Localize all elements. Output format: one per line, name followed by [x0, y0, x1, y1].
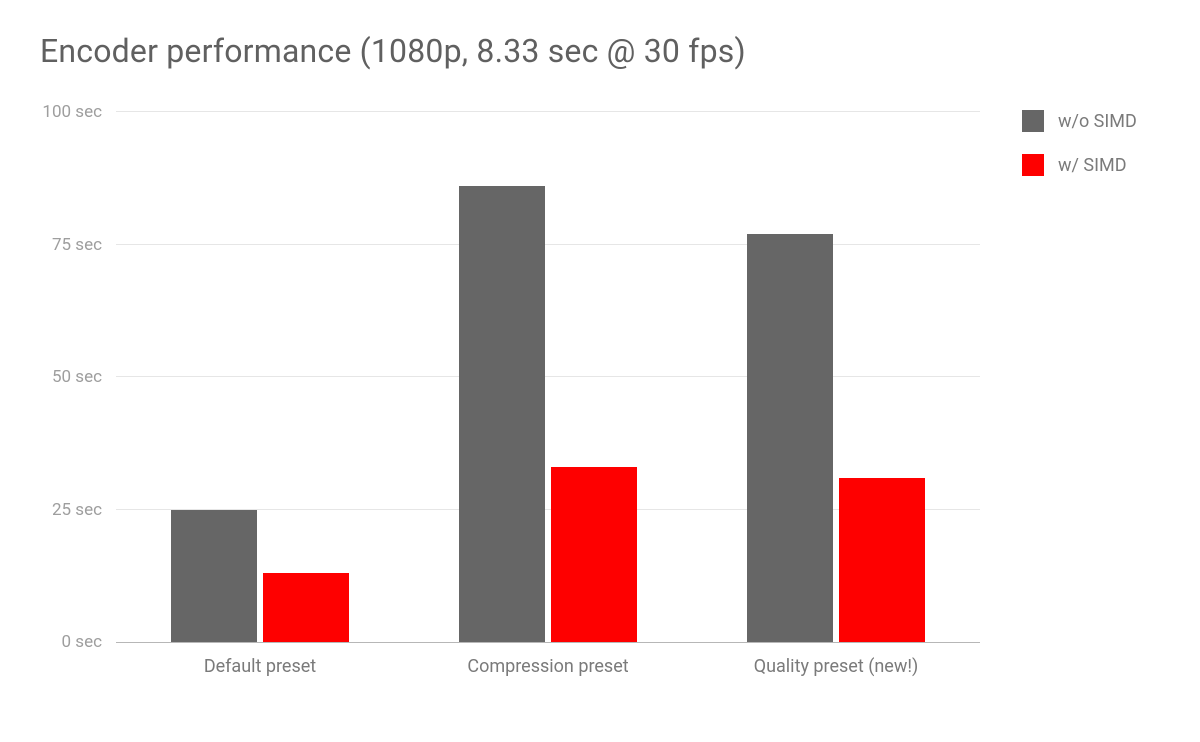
y-tick-label: 0 sec: [62, 632, 116, 652]
bar: [551, 467, 637, 642]
plot-area: 0 sec25 sec50 sec75 sec100 secDefault pr…: [116, 112, 980, 642]
legend-item: w/o SIMD: [1022, 110, 1137, 132]
bar: [839, 478, 925, 642]
y-tick-label: 50 sec: [52, 367, 116, 387]
legend-label: w/ SIMD: [1058, 155, 1127, 176]
chart-title: Encoder performance (1080p, 8.33 sec @ 3…: [40, 32, 746, 70]
bar: [459, 186, 545, 642]
legend-swatch: [1022, 154, 1044, 176]
x-tick-label: Compression preset: [467, 642, 628, 677]
x-tick-label: Default preset: [204, 642, 316, 677]
x-tick-label: Quality preset (new!): [754, 642, 919, 677]
legend-item: w/ SIMD: [1022, 154, 1137, 176]
y-tick-label: 75 sec: [52, 235, 116, 255]
legend: w/o SIMD w/ SIMD: [1022, 110, 1137, 198]
bar: [747, 234, 833, 642]
chart-container: Encoder performance (1080p, 8.33 sec @ 3…: [0, 0, 1200, 742]
y-tick-label: 100 sec: [42, 102, 116, 122]
category-group: Default preset: [116, 112, 404, 642]
legend-label: w/o SIMD: [1058, 111, 1137, 132]
bar: [171, 510, 257, 643]
category-group: Compression preset: [404, 112, 692, 642]
category-group: Quality preset (new!): [692, 112, 980, 642]
y-tick-label: 25 sec: [52, 500, 116, 520]
legend-swatch: [1022, 110, 1044, 132]
bar: [263, 573, 349, 642]
